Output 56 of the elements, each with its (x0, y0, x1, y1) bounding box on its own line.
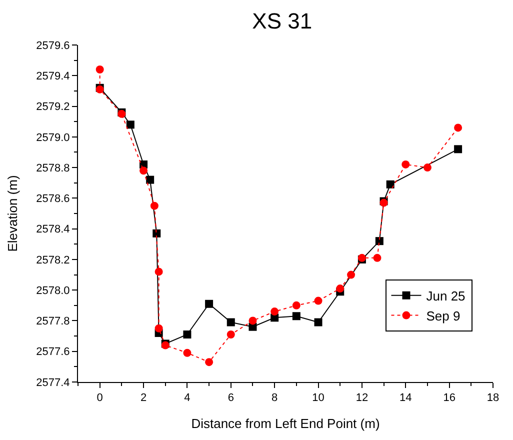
y-tick-label: 2578.8 (36, 162, 70, 174)
point (373, 254, 382, 262)
chart-title: XS 31 (252, 8, 312, 34)
point (154, 324, 163, 332)
point (375, 237, 384, 246)
point (402, 160, 410, 168)
y-tick-label: 2579.2 (36, 101, 70, 114)
y-tick-label: 2578.6 (36, 193, 70, 206)
x-tick-label: 10 (312, 392, 324, 404)
point (454, 145, 462, 154)
point (347, 270, 356, 279)
legend-label: Jun 25 (426, 288, 466, 304)
point (270, 308, 279, 316)
point (183, 348, 192, 357)
point (154, 268, 163, 276)
point (336, 284, 344, 293)
x-tick-label: 14 (400, 392, 412, 404)
y-tick-label: 2579.4 (36, 70, 70, 82)
point (314, 296, 322, 305)
y-tick-label: 2579.6 (36, 40, 70, 52)
point (292, 312, 300, 320)
y-axis-title: Elevation (m) (5, 175, 20, 252)
point (226, 330, 235, 339)
x-tick-label: 2 (140, 392, 147, 404)
point (152, 229, 161, 238)
y-tick-label: 2577.8 (36, 316, 70, 328)
point (126, 120, 134, 129)
x-axis-title: Distance from Left End Point (m) (191, 416, 380, 431)
y-tick-label: 2577.4 (36, 376, 70, 389)
x-tick-label: 0 (96, 392, 103, 404)
x-tick-label: 6 (228, 392, 234, 404)
point (205, 358, 214, 366)
point (96, 66, 104, 74)
x-tick-label: 4 (184, 392, 190, 404)
point (150, 202, 158, 210)
point (386, 180, 394, 188)
point (248, 316, 257, 325)
y-tick-label: 2579.0 (36, 132, 70, 144)
point (423, 164, 432, 172)
point (226, 318, 235, 326)
point (314, 318, 322, 326)
x-tick-label: 12 (356, 392, 368, 404)
point (454, 124, 462, 132)
y-tick-label: 2577.6 (36, 346, 70, 358)
x-tick-label: 8 (272, 392, 278, 404)
y-tick-label: 2578.0 (36, 284, 70, 297)
point (146, 176, 154, 184)
point (292, 301, 300, 310)
point (140, 166, 148, 175)
point (205, 300, 214, 308)
y-tick-label: 2578.4 (36, 224, 70, 236)
legend-label: Sep 9 (426, 308, 460, 324)
point (183, 330, 192, 339)
x-tick-label: 18 (486, 392, 500, 404)
y-tick-label: 2578.2 (36, 254, 70, 266)
x-tick-label: 16 (443, 392, 456, 404)
